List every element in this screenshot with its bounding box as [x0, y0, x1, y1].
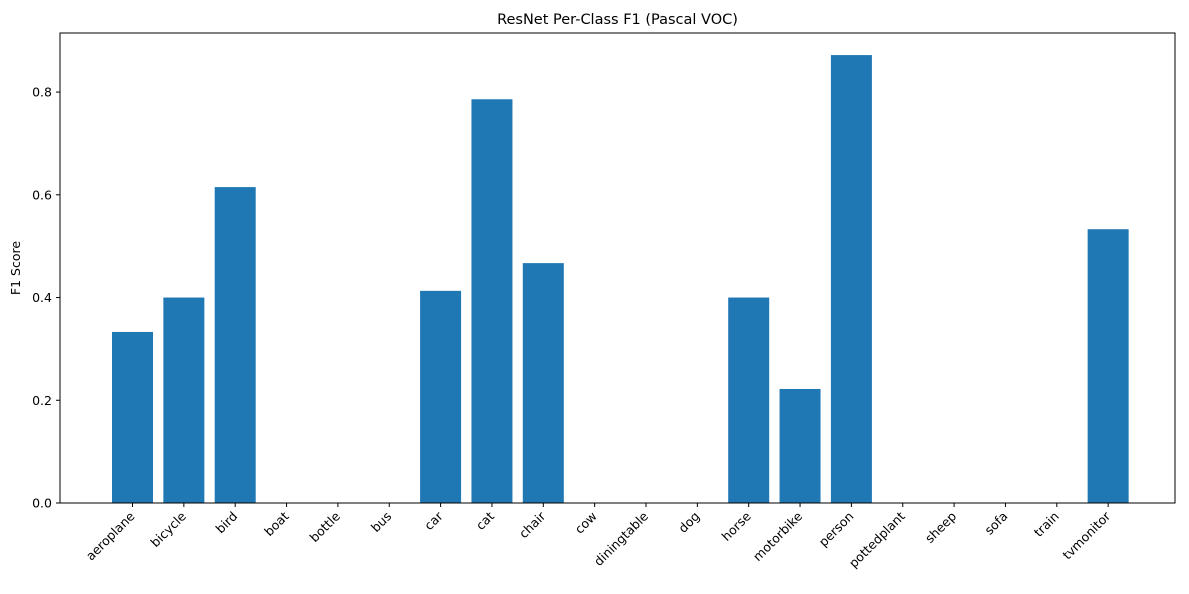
x-tick-label-bus: bus	[368, 509, 394, 535]
bar-horse	[728, 297, 770, 503]
x-tick-label-bird: bird	[213, 509, 241, 537]
x-tick-label-motorbike: motorbike	[750, 508, 806, 564]
bar-aeroplane	[112, 331, 153, 503]
bar-bird	[214, 187, 256, 503]
x-tick-label-cow: cow	[572, 509, 600, 537]
x-tick-label-aeroplane: aeroplane	[83, 508, 138, 563]
y-tick-label: 0.6	[32, 187, 52, 202]
plot-frame	[59, 32, 1176, 504]
x-tick-label-sheep: sheep	[922, 508, 959, 545]
x-tick-label-person: person	[816, 509, 857, 550]
x-tick-label-bottle: bottle	[307, 508, 344, 545]
x-tick-label-horse: horse	[719, 508, 755, 544]
x-tick-label-sofa: sofa	[981, 509, 1010, 538]
x-axis-ticks: aeroplane bicycle bird boat bottle bus car cat c…	[83, 503, 1114, 571]
y-axis-ticks: 0.0 0.2 0.4 0.6 0.8	[32, 85, 60, 511]
x-tick-label-car: car	[421, 508, 446, 533]
y-tick-label: 0.8	[32, 85, 52, 100]
x-tick-label-diningtable: diningtable	[591, 508, 652, 569]
x-tick-label-chair: chair	[516, 508, 549, 541]
y-tick-label: 0.2	[32, 393, 52, 408]
x-tick-label-tvmonitor: tvmonitor	[1059, 508, 1113, 562]
bar-person	[830, 55, 872, 504]
bar-cat	[471, 99, 513, 503]
x-tick-label-train: train	[1031, 509, 1062, 540]
bar-car	[420, 290, 462, 503]
bar-tvmonitor	[1087, 229, 1129, 503]
bars-group	[112, 55, 1129, 504]
x-tick-label-boat: boat	[261, 508, 292, 539]
x-tick-label-dog: dog	[675, 509, 702, 536]
chart-title: ResNet Per-Class F1 (Pascal VOC)	[497, 12, 738, 28]
bar-bicycle	[163, 297, 205, 503]
bar-motorbike	[779, 388, 821, 503]
y-axis-label: F1 Score	[8, 241, 23, 295]
y-tick-label: 0.4	[32, 290, 52, 305]
x-tick-label-cat: cat	[473, 508, 497, 532]
y-tick-label: 0.0	[32, 496, 52, 511]
bar-chair	[522, 263, 564, 503]
x-tick-label-bicycle: bicycle	[147, 508, 189, 550]
